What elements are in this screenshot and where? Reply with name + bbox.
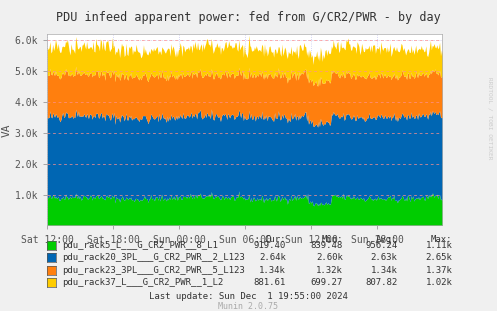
Text: 1.34k: 1.34k [259,266,286,275]
Text: RRDTOOL / TOBI OETIKER: RRDTOOL / TOBI OETIKER [487,77,492,160]
Text: 839.48: 839.48 [311,241,343,250]
Text: 881.61: 881.61 [253,278,286,287]
Text: Avg:: Avg: [376,235,398,244]
Text: pdu_rack20_3PL___G_CR2_PWR__2_L123: pdu_rack20_3PL___G_CR2_PWR__2_L123 [62,253,245,262]
Text: pdu_rack5_L___G_CR2_PWR__8_L1: pdu_rack5_L___G_CR2_PWR__8_L1 [62,241,218,250]
Text: PDU infeed apparent power: fed from G/CR2/PWR - by day: PDU infeed apparent power: fed from G/CR… [56,11,441,24]
Text: Last update: Sun Dec  1 19:55:00 2024: Last update: Sun Dec 1 19:55:00 2024 [149,292,348,300]
Text: Cur:: Cur: [264,235,286,244]
Text: 2.65k: 2.65k [425,253,452,262]
Text: 807.82: 807.82 [365,278,398,287]
Text: 919.40: 919.40 [253,241,286,250]
Text: Munin 2.0.75: Munin 2.0.75 [219,302,278,311]
Text: 1.32k: 1.32k [316,266,343,275]
Text: pdu_rack37_L___G_CR2_PWR__1_L2: pdu_rack37_L___G_CR2_PWR__1_L2 [62,278,223,287]
Text: 1.37k: 1.37k [425,266,452,275]
Text: Min:: Min: [322,235,343,244]
Text: 1.34k: 1.34k [371,266,398,275]
Text: pdu_rack23_3PL___G_CR2_PWR__5_L123: pdu_rack23_3PL___G_CR2_PWR__5_L123 [62,266,245,275]
Text: 2.64k: 2.64k [259,253,286,262]
Text: 699.27: 699.27 [311,278,343,287]
Text: 2.60k: 2.60k [316,253,343,262]
Text: 2.63k: 2.63k [371,253,398,262]
Text: 1.02k: 1.02k [425,278,452,287]
Text: Max:: Max: [431,235,452,244]
Y-axis label: VA: VA [2,123,12,137]
Text: 1.11k: 1.11k [425,241,452,250]
Text: 956.24: 956.24 [365,241,398,250]
